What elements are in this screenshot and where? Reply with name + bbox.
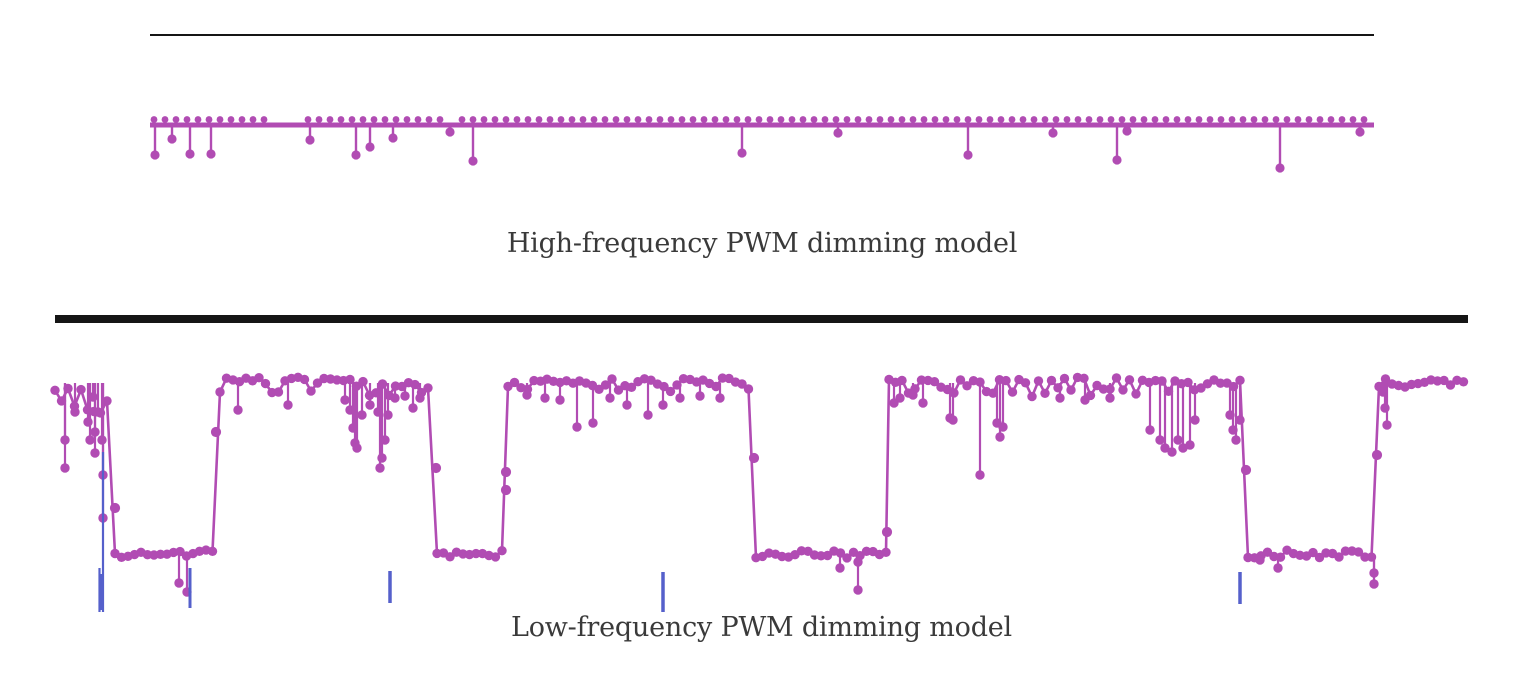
low-frequency-pwm-chart <box>50 315 1469 612</box>
chart-title-high-frequency: High-frequency PWM dimming model <box>506 228 1018 259</box>
high-frequency-pwm-chart <box>150 34 1374 173</box>
chart-title-low-frequency: Low-frequency PWM dimming model <box>510 612 1012 643</box>
